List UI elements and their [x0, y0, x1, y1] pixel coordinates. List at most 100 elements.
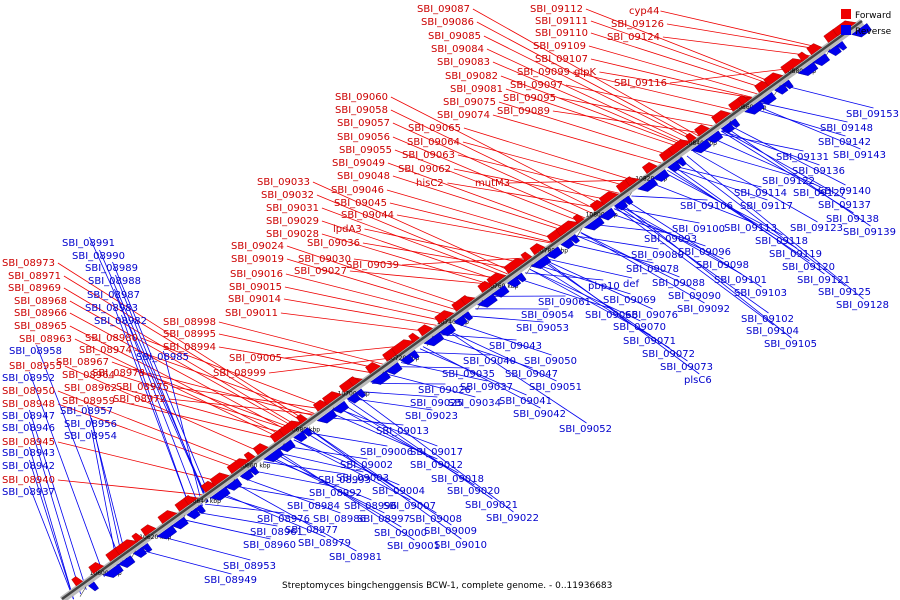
forward-label-connector — [63, 287, 298, 427]
reverse-gene-arrow — [744, 100, 765, 115]
reverse-label-connector — [625, 199, 762, 288]
forward-label-connector — [660, 10, 822, 49]
reverse-gene-label: SBI_09138 — [826, 214, 879, 225]
forward-gene-label: SBI_09082 — [445, 71, 498, 82]
forward-gene-arrow — [312, 399, 329, 412]
reverse-gene-label: SBI_09017 — [410, 447, 463, 458]
reverse-gene-label: SBI_09004 — [372, 486, 425, 497]
forward-gene-label: SBI_09063 — [402, 150, 455, 161]
reverse-gene-label: SBI_08946 — [2, 423, 55, 434]
forward-gene-label: SBI_09014 — [228, 294, 281, 305]
forward-gene-label: glpK — [574, 67, 596, 78]
forward-gene-label: SBI_09011 — [225, 308, 278, 319]
forward-label-connector — [447, 182, 600, 209]
reverse-gene-label: SBI_09125 — [818, 287, 871, 298]
forward-gene-label: SBI_09064 — [407, 137, 460, 148]
reverse-gene-label: SBI_09119 — [769, 249, 822, 260]
reverse-label-connector — [631, 195, 708, 201]
reverse-label-connector — [711, 137, 821, 188]
forward-gene-arrow — [209, 472, 230, 487]
reverse-gene-label: SBI_08976 — [257, 514, 310, 525]
reverse-gene-label: SBI_09139 — [843, 227, 896, 238]
reverse-gene-label: SBI_09117 — [740, 201, 793, 212]
reverse-gene-arrow — [705, 130, 724, 144]
reverse-label-connector — [465, 315, 544, 323]
forward-gene-label: SBI_08965 — [14, 321, 67, 332]
reverse-label-connector — [230, 485, 315, 501]
forward-gene-label: SBI_09083 — [437, 57, 490, 68]
reverse-gene-label: SBI_08992 — [309, 488, 362, 499]
reverse-gene-label: SBI_09001 — [387, 541, 440, 552]
reverse-gene-label: SBI_09073 — [660, 362, 713, 373]
reverse-gene-label: SBI_09105 — [764, 339, 817, 350]
reverse-gene-label: SBI_08953 — [223, 561, 276, 572]
reverse-gene-arrow — [408, 349, 420, 360]
reverse-gene-label: SBI_09098 — [696, 260, 749, 271]
reverse-gene-label: SBI_09008 — [409, 514, 462, 525]
forward-label-connector — [69, 300, 296, 429]
reverse-label-connector — [121, 314, 193, 514]
forward-gene-arrow — [503, 258, 528, 274]
forward-gene-label: SBI_09015 — [229, 282, 282, 293]
reverse-label-connector — [29, 371, 105, 577]
reverse-label-connector — [89, 236, 209, 503]
reverse-gene-arrow — [453, 315, 468, 327]
reverse-label-connector — [274, 453, 402, 528]
forward-gene-arrow — [529, 243, 546, 256]
reverse-label-connector — [419, 348, 527, 396]
reverse-label-connector — [681, 159, 846, 287]
forward-gene-label: SBI_08950 — [2, 386, 55, 397]
forward-gene-label: SBI_09005 — [229, 353, 282, 364]
forward-gene-label: SBI_09097 — [510, 80, 563, 91]
axis-line — [61, 19, 863, 600]
reverse-label-connector — [756, 105, 861, 150]
reverse-label-connector — [29, 446, 74, 600]
reverse-gene-label: SBI_09076 — [625, 310, 678, 321]
reverse-gene-arrow — [117, 555, 136, 568]
reverse-gene-arrow — [545, 246, 563, 260]
forward-gene-label: SBI_09024 — [231, 241, 284, 252]
reverse-label-connector — [163, 350, 203, 507]
forward-gene-arrow — [88, 562, 105, 574]
reverse-gene-label: SBI_08996 — [344, 501, 397, 512]
reverse-gene-label: SBI_08981 — [329, 552, 382, 563]
forward-label-connector — [483, 35, 694, 141]
forward-label-connector — [669, 67, 794, 84]
forward-gene-arrow — [520, 251, 533, 262]
reverse-gene-arrow — [797, 61, 819, 76]
tick-label: 10660 kbp — [238, 462, 270, 469]
reverse-gene-arrow — [278, 439, 296, 453]
reverse-label-connector — [536, 264, 670, 349]
reverse-gene-label: SBI_09009 — [424, 526, 477, 537]
reverse-gene-label: SBI_09103 — [734, 288, 787, 299]
forward-gene-label: SBI_09111 — [535, 16, 588, 27]
forward-gene-label: SBI_09107 — [535, 54, 588, 65]
reverse-gene-label: SBI_09053 — [516, 323, 569, 334]
reverse-gene-label: SBI_08983 — [85, 303, 138, 314]
reverse-label-connector — [194, 511, 278, 527]
reverse-label-connector — [455, 322, 552, 356]
reverse-label-connector — [784, 85, 874, 109]
reverse-label-connector — [371, 383, 446, 385]
forward-label-connector — [74, 338, 281, 439]
reverse-gene-label: SBI_09013 — [376, 426, 429, 437]
reverse-gene-arrow — [87, 581, 99, 592]
reverse-gene-arrow — [720, 122, 735, 134]
reverse-gene-arrow — [209, 486, 231, 501]
reverse-gene-arrow — [812, 53, 831, 67]
reverse-label-connector — [580, 232, 696, 291]
forward-label-connector — [585, 8, 774, 83]
forward-gene-arrow — [624, 176, 637, 187]
reverse-label-connector — [544, 258, 633, 279]
forward-gene-label: SBI_09112 — [530, 4, 583, 15]
reverse-gene-arrow — [759, 91, 777, 105]
reverse-gene-label: SBI_09010 — [434, 540, 487, 551]
forward-label-connector — [57, 441, 221, 483]
forward-gene-arrow — [365, 362, 381, 374]
reverse-gene-arrow — [316, 409, 338, 424]
reverse-label-connector — [183, 519, 271, 540]
reverse-gene-label: SBI_09047 — [505, 369, 558, 380]
forward-gene-label: SBI_09016 — [230, 269, 283, 280]
forward-gene-label: SBI_09058 — [335, 105, 388, 116]
